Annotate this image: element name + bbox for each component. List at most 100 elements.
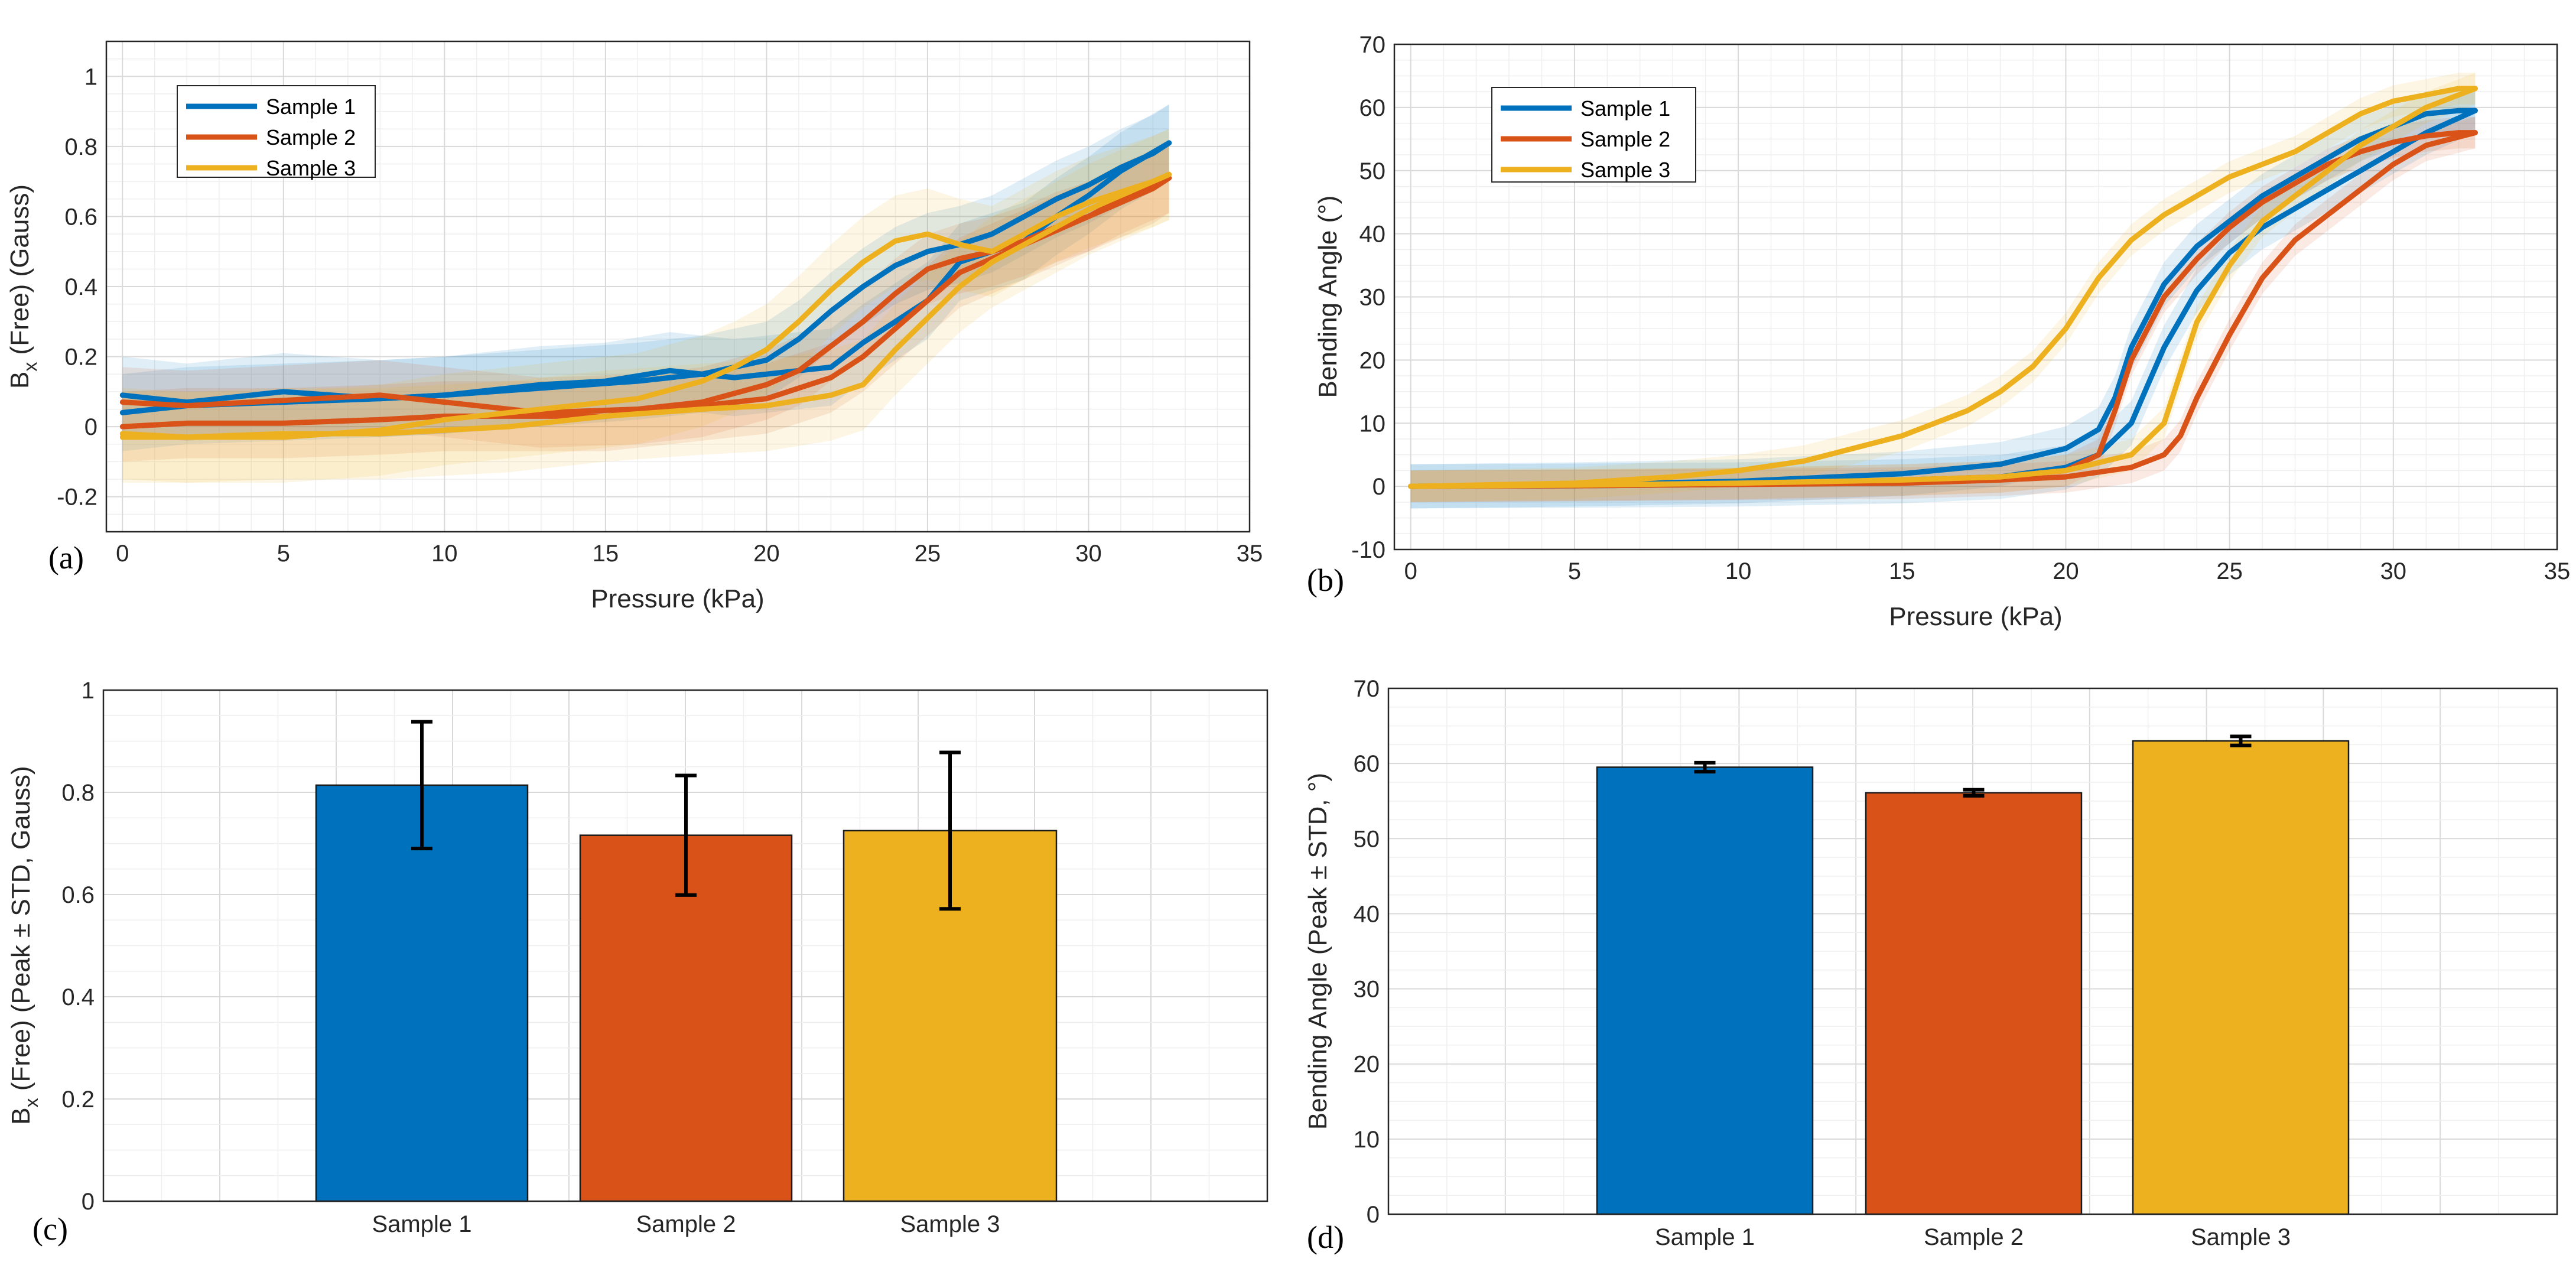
x-tick-label: 0 bbox=[1404, 558, 1417, 584]
y-tick-label: 10 bbox=[1354, 1127, 1380, 1153]
std-band-sample-1-unloading bbox=[122, 104, 1169, 451]
panel-a-axes-frame bbox=[105, 40, 1251, 533]
x-tick-label: 5 bbox=[1568, 558, 1581, 584]
panel-c-ylabel: Bx (Free) (Peak ± STD, Gauss) bbox=[6, 766, 42, 1124]
panel-a-series-lines bbox=[119, 140, 1172, 440]
y-tick-label: 70 bbox=[1359, 32, 1386, 58]
legend-entry-sample-3: Sample 3 bbox=[266, 156, 356, 180]
line-sample-3-unloading bbox=[119, 171, 1172, 440]
y-tick-label: 20 bbox=[1359, 347, 1386, 373]
y-tick-label: 50 bbox=[1359, 158, 1386, 184]
panel-d-axes-frame bbox=[1387, 687, 2558, 1215]
y-tick-label: 0 bbox=[84, 414, 97, 440]
y-tick-label: 1 bbox=[82, 678, 95, 704]
y-tick-label: 60 bbox=[1354, 751, 1380, 777]
panel-b-label: (b) bbox=[1307, 562, 1344, 598]
panel-d-bars bbox=[1596, 734, 2350, 1215]
panel-b-tick-labels: 0 5 10 15 20 25 30 35 -10 0 10 20 30 40 50 60 70 bbox=[1351, 32, 2570, 584]
y-tick-label: 0.8 bbox=[64, 134, 97, 160]
panel-b-legend: Sample 1 Sample 2 Sample 3 bbox=[1491, 87, 1696, 183]
legend-entry-sample-2: Sample 2 bbox=[266, 125, 356, 149]
panel-a-ylabel: Bx (Free) (Gauss) bbox=[5, 184, 41, 389]
x-tick-label: 35 bbox=[2544, 558, 2571, 584]
panel-b-axes-frame bbox=[1393, 43, 2558, 551]
std-band-sample-3-loading bbox=[1410, 73, 2476, 502]
x-tick-label: 0 bbox=[116, 541, 129, 567]
panel-a-tick-labels: 0 5 10 15 20 25 30 35 -0.2 0 0.2 0.4 0.6 0.8 1 bbox=[57, 64, 1263, 567]
line-sample-2-unloading bbox=[1408, 130, 2478, 489]
std-band-sample-2-loading bbox=[122, 142, 1169, 448]
x-tick-label: 10 bbox=[1725, 558, 1752, 584]
panel-c-bars bbox=[315, 720, 1058, 1202]
y-tick-label: 0.2 bbox=[61, 1087, 95, 1113]
y-tick-label: 40 bbox=[1354, 901, 1380, 927]
y-tick-label: 0.8 bbox=[61, 780, 95, 806]
x-tick-label: 30 bbox=[1075, 541, 1102, 567]
panel-c-bar-chart: 0 0.2 0.4 0.6 0.8 1 Sample 1 Sample 2 Sample 3 B… bbox=[6, 678, 1269, 1247]
x-tick-label: 25 bbox=[915, 541, 941, 567]
y-tick-label: 10 bbox=[1359, 411, 1386, 437]
std-band-sample-3-unloading bbox=[122, 129, 1169, 483]
line-sample-3-unloading bbox=[1408, 86, 2478, 489]
panel-b-ylabel: Bending Angle (°) bbox=[1313, 196, 1342, 398]
y-tick-label: 0.6 bbox=[64, 204, 97, 230]
panel-d-tick-labels: 0 10 20 30 40 50 60 70 Sample 1 Sample 2 Sample 3 bbox=[1354, 676, 2291, 1250]
panel-c-axes-frame bbox=[102, 689, 1269, 1202]
y-tick-label: 30 bbox=[1359, 285, 1386, 311]
panel-d-label: (d) bbox=[1307, 1220, 1344, 1255]
y-tick-label: -10 bbox=[1351, 537, 1385, 563]
panel-a-legend: Sample 1 Sample 2 Sample 3 bbox=[177, 85, 376, 180]
panel-a-line-chart: 0 5 10 15 20 25 30 35 -0.2 0 0.2 0.4 0.6 0.8 1 Pressur… bbox=[5, 40, 1263, 613]
x-tick-label: 35 bbox=[1237, 541, 1263, 567]
panel-b-xlabel: Pressure (kPa) bbox=[1889, 602, 2062, 631]
panel-a-label: (a) bbox=[48, 540, 84, 575]
y-tick-label: 60 bbox=[1359, 95, 1386, 121]
y-tick-label: 0 bbox=[82, 1189, 95, 1215]
panel-a-xlabel: Pressure (kPa) bbox=[591, 584, 764, 613]
legend-entry-sample-1: Sample 1 bbox=[1580, 96, 1670, 121]
y-tick-label: 30 bbox=[1354, 977, 1380, 1003]
panel-b-line-chart: 0 5 10 15 20 25 30 35 -10 0 10 20 30 40 50 60 70 Pressur… bbox=[1307, 32, 2570, 631]
y-tick-label: 0.6 bbox=[61, 882, 95, 908]
y-tick-label: 0.4 bbox=[64, 274, 97, 300]
std-band-sample-1-loading bbox=[1410, 88, 2476, 509]
y-tick-label: 0.4 bbox=[61, 984, 95, 1010]
std-band-sample-1-unloading bbox=[1410, 88, 2476, 509]
legend-box bbox=[1491, 87, 1696, 183]
x-tick-label: 15 bbox=[593, 541, 619, 567]
x-tick-label: Sample 3 bbox=[900, 1211, 1000, 1237]
panel-d-ylabel: Bending Angle (Peak ± STD, °) bbox=[1303, 773, 1332, 1130]
x-tick-label: 5 bbox=[277, 541, 290, 567]
x-tick-label: 25 bbox=[2216, 558, 2243, 584]
y-tick-label: 50 bbox=[1354, 826, 1380, 852]
line-sample-3-loading bbox=[1408, 86, 2478, 489]
y-tick-label: -0.2 bbox=[57, 484, 97, 510]
legend-entry-sample-3: Sample 3 bbox=[1580, 158, 1670, 182]
panel-b-std-bands bbox=[1410, 73, 2476, 509]
bar-sample-1 bbox=[1596, 766, 1814, 1215]
y-tick-label: 0 bbox=[1372, 474, 1385, 500]
x-tick-label: 30 bbox=[2380, 558, 2407, 584]
y-tick-label: 0 bbox=[1367, 1202, 1380, 1228]
legend-box bbox=[177, 85, 376, 178]
y-tick-label: 0.2 bbox=[64, 344, 97, 370]
x-tick-label: Sample 1 bbox=[372, 1211, 472, 1237]
line-sample-3-loading bbox=[119, 171, 1172, 440]
legend-entry-sample-2: Sample 2 bbox=[1580, 127, 1670, 151]
y-tick-label: 70 bbox=[1354, 676, 1380, 702]
x-tick-label: 15 bbox=[1889, 558, 1915, 584]
y-tick-label: 40 bbox=[1359, 222, 1386, 248]
bar-sample-3 bbox=[2132, 740, 2350, 1215]
panel-b-series-lines bbox=[1408, 86, 2478, 489]
panel-c-tick-labels: 0 0.2 0.4 0.6 0.8 1 Sample 1 Sample 2 Sample 3 bbox=[61, 678, 1000, 1237]
y-tick-label: 1 bbox=[84, 64, 97, 90]
x-tick-label: 20 bbox=[753, 541, 780, 567]
bar-sample-2 bbox=[1865, 792, 2083, 1215]
x-tick-label: Sample 1 bbox=[1655, 1224, 1755, 1250]
x-tick-label: 10 bbox=[431, 541, 458, 567]
y-tick-label: 20 bbox=[1354, 1052, 1380, 1078]
x-tick-label: Sample 3 bbox=[2191, 1224, 2291, 1250]
x-tick-label: 20 bbox=[2053, 558, 2079, 584]
